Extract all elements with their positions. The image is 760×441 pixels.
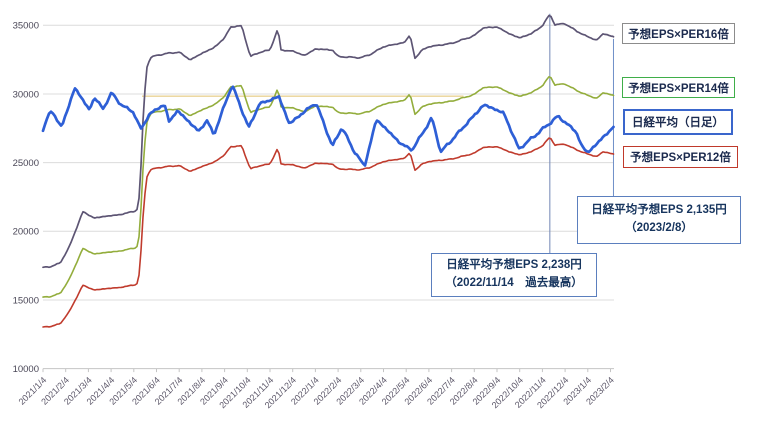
legend-eps-per16-label: 予想EPS×PER16倍	[628, 28, 729, 41]
legend-nikkei-daily-label: 日経平均（日足）	[632, 117, 724, 129]
y-axis-label-10000: 10000	[13, 364, 39, 375]
annotation-eps-record-high: 日経平均予想EPS 2,238円 （2022/11/14 過去最高）	[431, 253, 597, 297]
y-axis-label-20000: 20000	[13, 227, 39, 238]
y-axis-label-25000: 25000	[13, 158, 39, 169]
y-axis-label-30000: 30000	[13, 89, 39, 100]
annotation-eps-latest: 日経平均予想EPS 2,135円 （2023/2/8）	[577, 196, 741, 244]
series-line-eps-per16	[42, 14, 615, 269]
y-axis-label-35000: 35000	[13, 21, 39, 32]
legend-eps-per16: 予想EPS×PER16倍	[622, 23, 735, 44]
legend-eps-per12: 予想EPS×PER12倍	[623, 146, 738, 168]
annotation-eps-latest-line1: 日経平均予想EPS 2,135円	[591, 204, 727, 217]
series-line-nikkei-daily	[41, 85, 615, 167]
series-line-eps-per12	[42, 137, 615, 328]
legend-eps-per12-label: 予想EPS×PER12倍	[630, 152, 731, 164]
legend-nikkei-daily: 日経平均（日足）	[623, 109, 733, 135]
annotation-eps-latest-line2: （2023/2/8）	[625, 222, 693, 234]
series-line-eps-per14	[42, 76, 615, 298]
legend-eps-per14: 予想EPS×PER14倍	[622, 77, 735, 98]
y-axis-label-15000: 15000	[13, 295, 39, 306]
annotation-eps-record-high-line1: 日経平均予想EPS 2,238円	[446, 259, 582, 272]
annotation-eps-record-high-line2: （2022/11/14 過去最高）	[445, 277, 583, 289]
legend-eps-per14-label: 予想EPS×PER14倍	[628, 82, 729, 95]
